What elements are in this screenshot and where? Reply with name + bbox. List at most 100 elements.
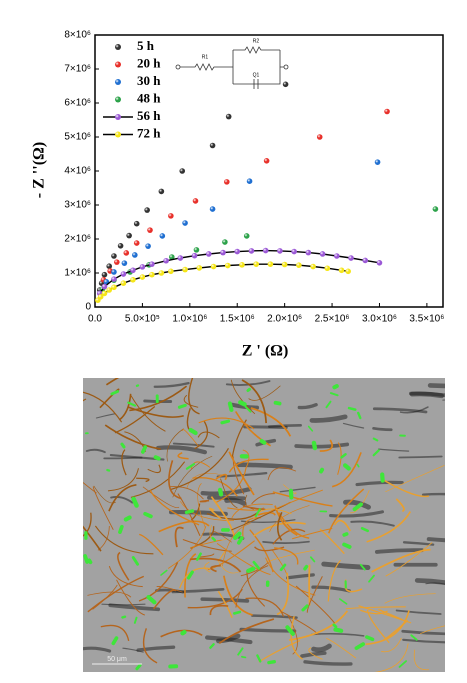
dark-streak bbox=[224, 497, 247, 506]
fiber bbox=[319, 528, 345, 555]
green-cell bbox=[352, 502, 363, 512]
green-cell bbox=[357, 411, 362, 420]
fiber bbox=[170, 486, 204, 500]
fiber bbox=[287, 614, 298, 655]
x-tick-label: 0.0 bbox=[88, 314, 102, 325]
dark-streak bbox=[311, 633, 365, 637]
fiber bbox=[107, 468, 139, 492]
green-cell bbox=[279, 563, 287, 572]
dark-streak bbox=[279, 486, 316, 493]
fiber bbox=[114, 406, 156, 434]
legend-marker bbox=[115, 114, 121, 120]
y-tick-label: 3×10⁶ bbox=[64, 200, 91, 211]
fiber bbox=[276, 511, 283, 541]
legend-label: 56 h bbox=[137, 108, 161, 123]
fiber bbox=[264, 489, 323, 515]
fiber bbox=[83, 481, 97, 494]
data-point bbox=[123, 250, 130, 256]
fiber bbox=[241, 379, 268, 424]
data-point bbox=[158, 188, 165, 195]
green-cell bbox=[372, 449, 380, 457]
fiber bbox=[308, 647, 323, 660]
x-tick-label: 3.0×10⁶ bbox=[362, 314, 397, 325]
fiber bbox=[182, 429, 199, 447]
dark-streak bbox=[442, 399, 445, 401]
data-point bbox=[101, 271, 108, 278]
dark-streak bbox=[311, 643, 332, 653]
terminal bbox=[283, 64, 289, 70]
green-cell bbox=[244, 405, 252, 413]
data-point bbox=[253, 261, 259, 267]
dark-streak bbox=[85, 448, 106, 454]
dark-streak bbox=[205, 635, 253, 645]
dark-streak bbox=[95, 413, 116, 419]
green-cell bbox=[220, 419, 231, 425]
fiber bbox=[83, 525, 102, 552]
fiber bbox=[136, 477, 150, 483]
dark-streak bbox=[342, 422, 365, 429]
data-point bbox=[267, 261, 274, 267]
y-axis-label: - Z ''(Ω) bbox=[31, 142, 48, 198]
green-cell bbox=[360, 526, 369, 533]
data-point bbox=[117, 243, 124, 249]
dark-streak bbox=[427, 383, 445, 389]
green-cell bbox=[118, 524, 124, 534]
fiber bbox=[128, 406, 184, 418]
fiber bbox=[216, 467, 247, 503]
green-cell bbox=[120, 442, 126, 449]
fiber bbox=[384, 593, 436, 604]
green-cell bbox=[127, 401, 137, 407]
green-cell bbox=[123, 515, 132, 522]
fiber bbox=[197, 431, 220, 439]
data-point bbox=[210, 263, 217, 270]
data-point bbox=[338, 267, 345, 274]
green-cell bbox=[87, 558, 93, 565]
fiber bbox=[251, 493, 275, 505]
green-cell bbox=[111, 636, 119, 646]
fiber bbox=[190, 461, 211, 470]
fiber bbox=[83, 391, 123, 423]
dark-streak bbox=[402, 638, 445, 644]
data-point bbox=[133, 240, 140, 246]
data-point bbox=[384, 108, 390, 115]
y-tick-label: 6×10⁶ bbox=[64, 98, 91, 109]
green-cell bbox=[354, 642, 366, 650]
fiber bbox=[117, 551, 130, 581]
fiber bbox=[228, 458, 269, 473]
data-point bbox=[234, 248, 241, 255]
fiber bbox=[168, 460, 182, 500]
fiber bbox=[198, 417, 255, 430]
dark-streak bbox=[425, 582, 445, 585]
dark-streak bbox=[372, 407, 428, 414]
data-point bbox=[111, 269, 117, 275]
dark-streak bbox=[426, 537, 445, 543]
dark-streak bbox=[207, 495, 246, 501]
data-point bbox=[196, 265, 203, 271]
fiber bbox=[337, 442, 342, 475]
fiber bbox=[331, 452, 362, 488]
terminal bbox=[175, 64, 181, 70]
fiber bbox=[208, 507, 222, 520]
fiber bbox=[328, 488, 365, 534]
fiber bbox=[130, 395, 166, 432]
dark-streak bbox=[297, 403, 318, 410]
microscopy-image bbox=[83, 378, 445, 672]
data-point bbox=[177, 255, 184, 261]
fiber bbox=[276, 572, 290, 616]
data-point bbox=[133, 220, 140, 227]
green-cell bbox=[83, 553, 89, 564]
fiber bbox=[319, 439, 333, 452]
fiber bbox=[242, 449, 250, 469]
fiber bbox=[258, 640, 301, 663]
dark-streak bbox=[153, 382, 190, 388]
y-tick-label: 8×10⁶ bbox=[64, 30, 91, 41]
fiber bbox=[169, 448, 230, 491]
fiber bbox=[184, 553, 197, 598]
green-cell bbox=[186, 570, 194, 580]
legend-marker bbox=[115, 96, 121, 103]
data-point bbox=[144, 207, 150, 213]
y-tick-label: 7×10⁶ bbox=[64, 64, 91, 75]
green-cell bbox=[236, 536, 244, 545]
